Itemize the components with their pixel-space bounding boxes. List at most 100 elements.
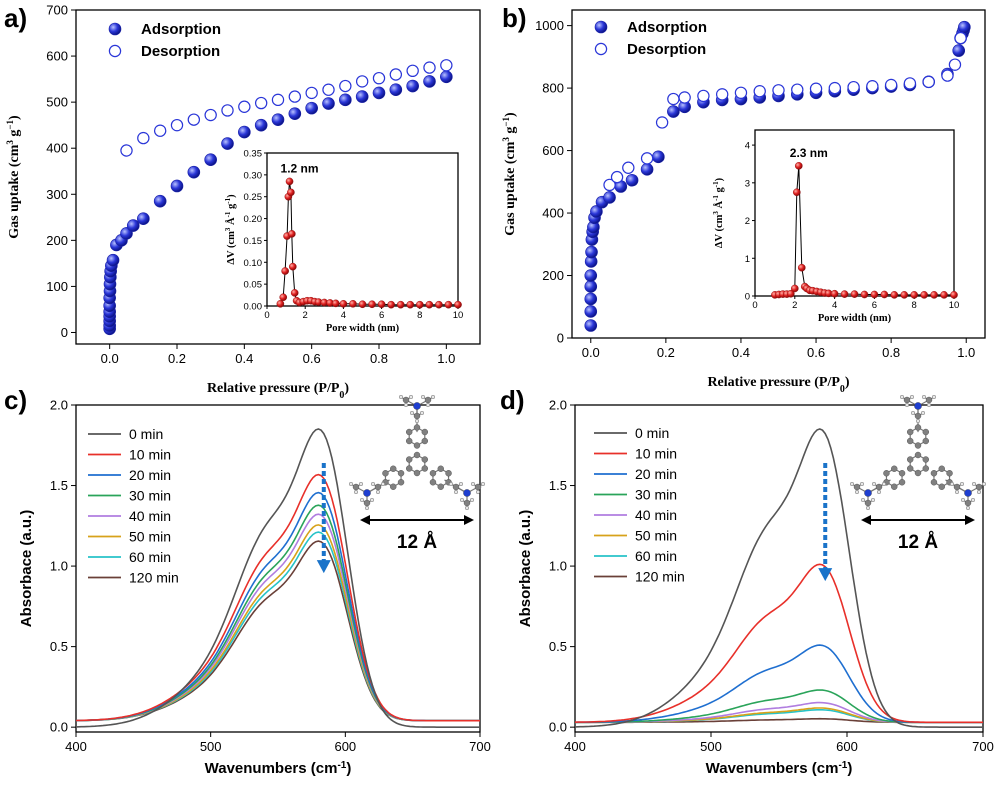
inset-y-tick-label: 0.15 [244,236,263,247]
legend-marker-desorption [108,44,122,58]
molecule-atom [914,451,922,459]
molecule-atom [421,437,428,445]
data-point [603,191,616,204]
inset-y-label: ΔV (cm3 Å-1 g-1) [224,194,237,265]
data-point [254,118,268,132]
inset-point [792,188,801,197]
series-adsorption [103,70,453,336]
legend-label: 10 min [129,447,171,463]
inset-x-tick-label: 4 [832,300,837,311]
molecule-atom [871,498,876,503]
panel-d-x-tick-label: 700 [972,739,994,754]
molecule-atom [866,506,871,511]
legend-label: 120 min [129,570,179,586]
panel-b-x-tick-label: 0.8 [882,345,900,360]
y-axis-label-end: ) [503,112,518,117]
molecule-atom [424,396,432,404]
inset-point [890,291,899,299]
y-axis-label: Gas uptake (cm3 g−1) [501,112,518,236]
panel-b-plot-frame [571,9,986,339]
molecule-atom [921,411,926,416]
inset-point [349,300,357,308]
data-point [884,78,898,92]
molecule-atom [349,482,354,487]
inset-point [288,262,297,271]
molecule-atom [882,482,887,487]
molecule-size-label: 12 Å [898,532,938,553]
molecule-atom [381,482,386,487]
inset-y-mid2: g [714,186,725,195]
x-axis-label-sub: 0 [840,384,845,395]
legend: Adsorption Desorption [108,21,221,60]
molecule-atom [907,465,914,472]
x-axis-label: Relative pressure (P/P0) [207,381,349,401]
inset-point [787,289,795,298]
inset-x-tick-label: 10 [453,310,464,321]
panel-d-y-tick-label: 1.5 [549,478,567,493]
data-point [922,75,935,89]
molecule-atom [932,395,937,400]
data-point [406,64,419,78]
molecule-atom [374,483,382,491]
molecule-atom [960,482,965,487]
molecule-atom [465,506,470,511]
inset-point [940,291,948,299]
panel-c-plot-frame [75,404,481,733]
data-point [678,91,691,104]
data-point [772,84,785,97]
panel-label: b) [502,3,527,33]
panel-a-y-tick-label: 300 [46,187,68,202]
molecule-atom [853,483,861,491]
panel-a-y-tick-label: 200 [46,233,68,248]
molecule-atom [409,395,414,400]
inset-point [288,230,296,238]
inset-point [794,162,803,170]
molecule-atom [911,411,916,416]
molecule-atom [922,437,929,445]
molecule-atom [925,396,933,404]
molecule-atom [922,395,927,400]
data-point [389,83,403,96]
y-axis-label: Absorbace (a.u.) [517,510,534,628]
x-axis-label-end: ) [344,381,349,396]
panel-d-y-tick-label: 1.0 [549,559,567,574]
inset-point [860,290,869,299]
panel-label: a) [4,3,27,33]
inset-y-end: ) [226,194,237,198]
molecule-atom [907,456,914,463]
panel-c-x-tick-label: 500 [200,739,222,754]
data-point [655,116,669,129]
panel-a-y-tick-label: 100 [46,279,68,294]
legend-label: 50 min [635,528,677,544]
panel-b-x-tick-label: 1.0 [957,345,975,360]
molecule-atom [872,482,877,487]
data-point [610,170,624,184]
data-point [221,137,234,150]
data-point [339,79,352,93]
molecule-atom [953,483,961,491]
inset-y-label: ΔV (cm3 Å-1 g-1) [712,177,725,248]
inset-point [281,267,289,275]
molecule-atom [930,479,938,486]
inset-x-tick-label: 10 [949,300,960,311]
data-point [791,83,804,96]
molecule-atom [429,470,437,477]
panel-b-x-tick-label: 0.2 [657,345,675,360]
trend-arrow-head [818,568,833,582]
legend-marker-desorption [594,42,608,56]
inset-point [454,300,462,309]
molecule-atom [922,428,929,436]
inset-y-tick-label: 0.35 [244,149,263,160]
series-line-0-min [575,428,983,729]
panel-d-x-tick-label: 400 [564,739,586,754]
molecule-atom [429,479,437,486]
x-axis-label-sup: -1 [337,760,346,771]
spectra [575,428,983,729]
panel-label: c) [4,385,27,415]
data-point [584,269,598,282]
molecule-atom [371,482,376,487]
data-point [640,152,654,165]
panel-c-y-tick-label: 0.5 [50,639,68,654]
inset-y-tick-label: 1 [745,254,750,265]
panel-c-x-tick-label: 400 [65,739,87,754]
